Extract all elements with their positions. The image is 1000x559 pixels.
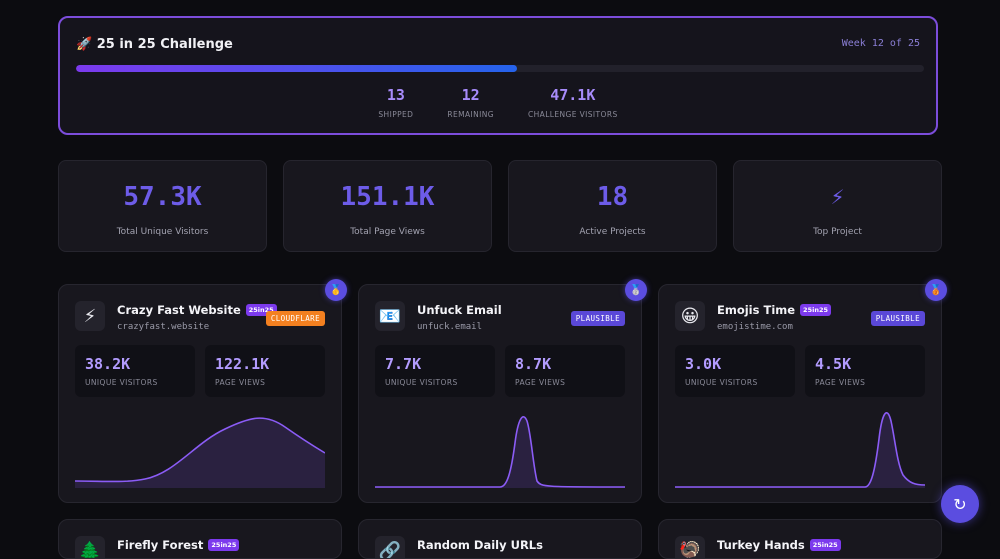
challenge-stat-shipped: 13 SHIPPED: [378, 86, 414, 119]
page-views-stat: 122.1K PAGE VIEWS: [205, 345, 325, 397]
summary-card-active-projects: 18 Active Projects: [508, 160, 717, 252]
challenge-banner: 🚀 25 in 25 Challenge Week 12 of 25 13 SH…: [58, 16, 938, 135]
visitors-sparkline: [675, 412, 925, 488]
page-views-stat: 4.5K PAGE VIEWS: [805, 345, 925, 397]
challenge-progress-fill: [76, 65, 517, 72]
project-card-unfuck-email[interactable]: 📧 Unfuck Email unfuck.email PLAUSIBLE 7.…: [358, 279, 647, 503]
visitors-sparkline: [375, 416, 625, 488]
provider-badge: CLOUDFLARE: [265, 311, 325, 326]
project-card-turkey-hands[interactable]: 🦃 Turkey Hands 25in25: [658, 519, 942, 559]
link-icon: 🔗: [375, 536, 405, 558]
tree-icon: 🌲: [75, 536, 105, 558]
summary-card-unique-visitors: 57.3K Total Unique Visitors: [58, 160, 267, 252]
bronze-medal-icon: 🥉: [925, 279, 947, 301]
challenge-stat-remaining: 12 REMAINING: [447, 86, 494, 119]
silver-medal-icon: 🥈: [625, 279, 647, 301]
unique-visitors-stat: 38.2K UNIQUE VISITORS: [75, 345, 195, 397]
summary-cards: 57.3K Total Unique Visitors 151.1K Total…: [58, 160, 942, 252]
lightning-icon: ⚡: [830, 185, 845, 209]
challenge-stat-visitors: 47.1K CHALLENGE VISITORS: [527, 86, 618, 119]
challenge-week: Week 12 of 25: [841, 38, 920, 49]
visitors-sparkline: [75, 417, 325, 488]
project-name: Firefly Forest 25in25: [117, 538, 240, 552]
project-name: Emojis Time 25in25: [717, 303, 831, 317]
provider-badge: PLAUSIBLE: [570, 311, 625, 326]
refresh-button[interactable]: ↻: [941, 485, 979, 523]
project-tag: 25in25: [208, 538, 240, 551]
challenge-title: 🚀 25 in 25 Challenge: [76, 37, 233, 52]
lightning-icon: ⚡: [75, 301, 105, 331]
project-name: Crazy Fast Website 25in25: [117, 303, 277, 317]
project-card-crazy-fast-website[interactable]: ⚡ Crazy Fast Website 25in25 crazyfast.web…: [58, 279, 347, 503]
project-name: Random Daily URLs: [417, 538, 543, 552]
provider-badge: PLAUSIBLE: [870, 311, 925, 326]
gold-medal-icon: 🥇: [325, 279, 347, 301]
project-name: Unfuck Email: [417, 303, 502, 317]
unique-visitors-stat: 7.7K UNIQUE VISITORS: [375, 345, 495, 397]
challenge-progress-bar: [76, 65, 924, 72]
project-domain[interactable]: emojistime.com: [717, 322, 793, 332]
refresh-icon: ↻: [953, 494, 967, 514]
project-domain[interactable]: unfuck.email: [417, 322, 483, 332]
unique-visitors-stat: 3.0K UNIQUE VISITORS: [675, 345, 795, 397]
project-tag: 25in25: [809, 538, 841, 551]
turkey-icon: 🦃: [675, 536, 705, 558]
project-domain[interactable]: crazyfast.website: [117, 322, 210, 332]
page-views-stat: 8.7K PAGE VIEWS: [505, 345, 625, 397]
smiley-icon: 😀: [675, 301, 705, 331]
project-card-random-daily-urls[interactable]: 🔗 Random Daily URLs: [358, 519, 642, 559]
project-tag: 25in25: [800, 303, 831, 316]
summary-card-page-views: 151.1K Total Page Views: [283, 160, 492, 252]
challenge-stats: 13 SHIPPED 12 REMAINING 47.1K CHALLENGE …: [60, 86, 936, 119]
rocket-icon: 🚀: [76, 37, 93, 52]
summary-card-top-project[interactable]: ⚡ Top Project: [733, 160, 942, 252]
project-name: Turkey Hands 25in25: [717, 538, 841, 552]
project-card-emojis-time[interactable]: 😀 Emojis Time 25in25 emojistime.com PLAUS…: [658, 279, 947, 503]
project-card-firefly-forest[interactable]: 🌲 Firefly Forest 25in25: [58, 519, 342, 559]
email-icon: 📧: [375, 301, 405, 331]
